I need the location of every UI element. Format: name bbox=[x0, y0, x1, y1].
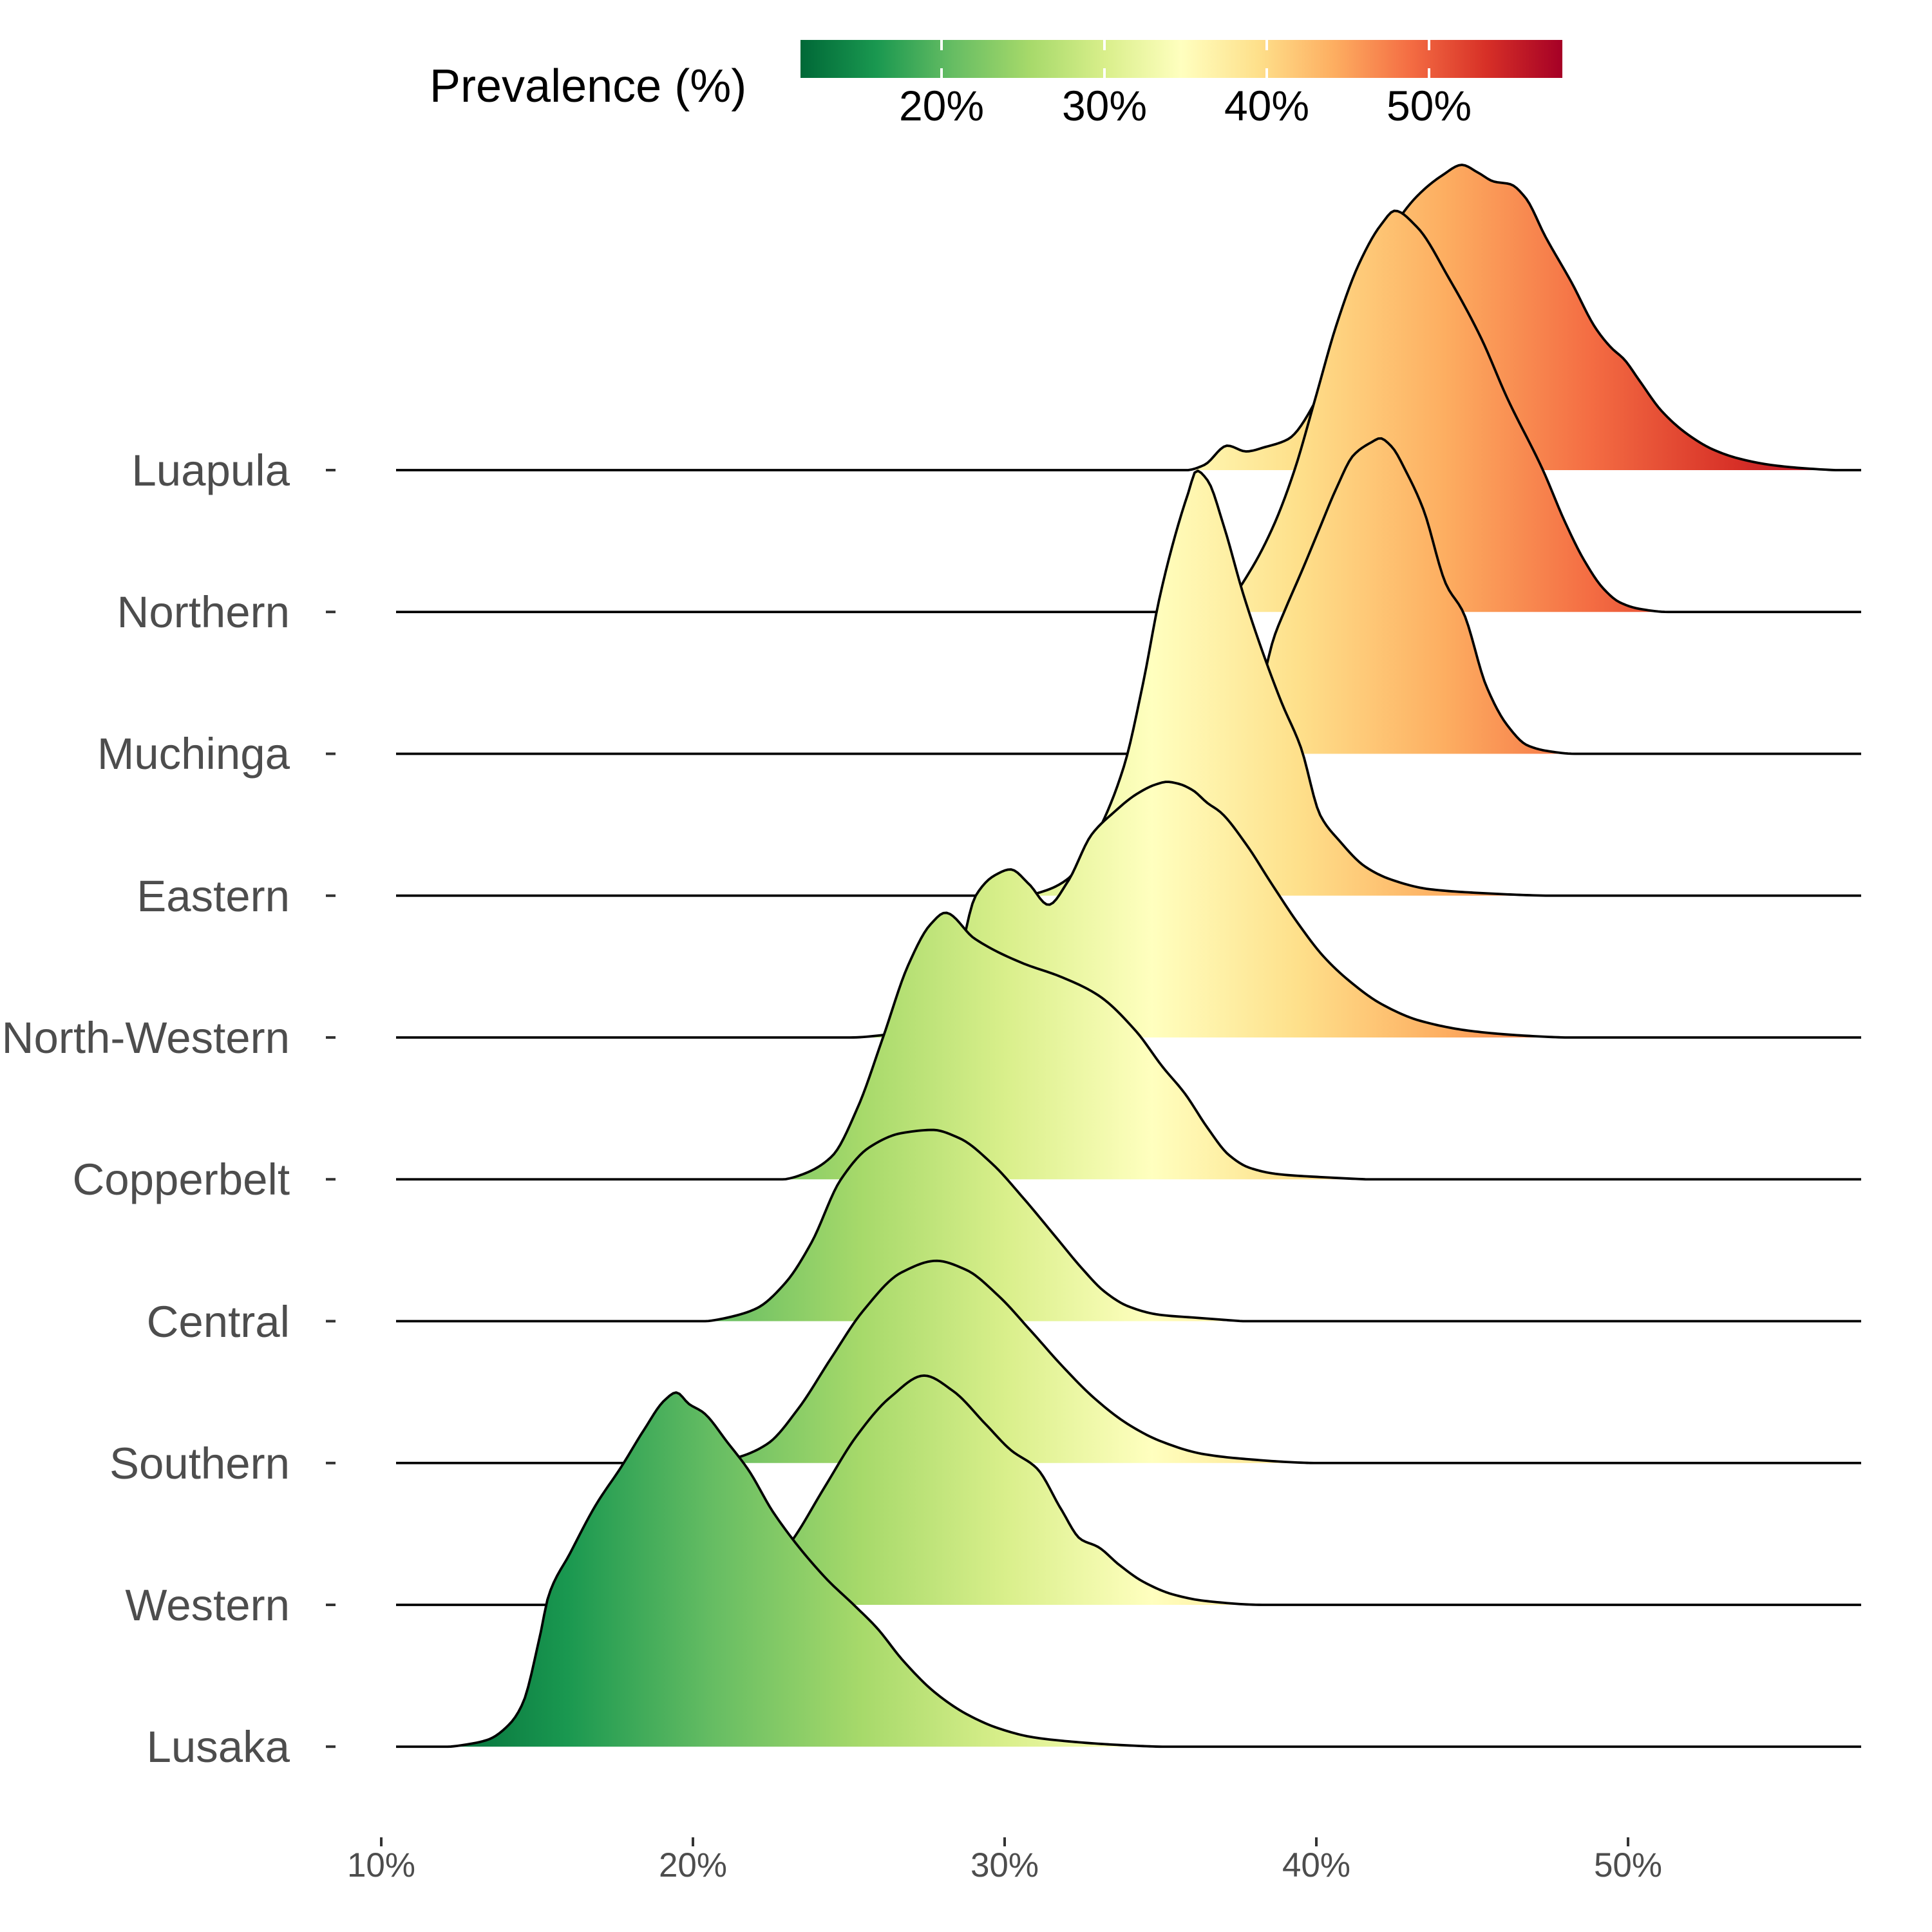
svg-text:North-Western: North-Western bbox=[2, 1013, 290, 1063]
svg-text:40%: 40% bbox=[1224, 82, 1309, 129]
svg-text:20%: 20% bbox=[659, 1846, 727, 1884]
svg-text:Southern: Southern bbox=[109, 1439, 290, 1488]
svg-text:50%: 50% bbox=[1594, 1846, 1662, 1884]
svg-text:Luapula: Luapula bbox=[131, 446, 290, 495]
svg-text:Central: Central bbox=[147, 1297, 290, 1347]
svg-text:Muchinga: Muchinga bbox=[97, 729, 290, 779]
svg-text:10%: 10% bbox=[347, 1846, 415, 1884]
svg-text:40%: 40% bbox=[1282, 1846, 1350, 1884]
svg-text:Eastern: Eastern bbox=[137, 871, 290, 921]
svg-text:Northern: Northern bbox=[117, 587, 290, 637]
svg-text:50%: 50% bbox=[1387, 82, 1472, 129]
svg-text:Copperbelt: Copperbelt bbox=[72, 1155, 290, 1204]
svg-text:Lusaka: Lusaka bbox=[147, 1722, 290, 1772]
svg-text:30%: 30% bbox=[971, 1846, 1039, 1884]
svg-text:20%: 20% bbox=[899, 82, 984, 129]
svg-text:Western: Western bbox=[125, 1580, 290, 1630]
svg-text:30%: 30% bbox=[1062, 82, 1147, 129]
svg-text:Prevalence (%): Prevalence (%) bbox=[430, 61, 746, 112]
